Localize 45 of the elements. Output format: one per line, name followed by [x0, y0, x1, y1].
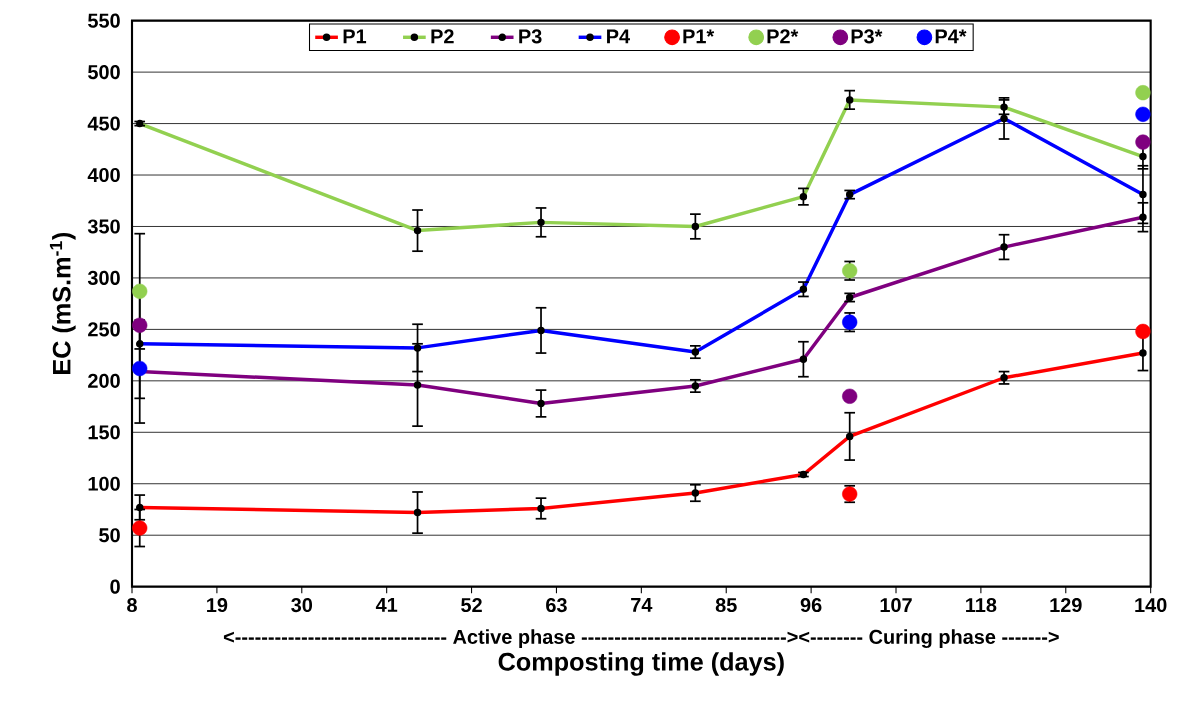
y-tick-label: 200 — [88, 373, 120, 389]
x-tick-label: 118 — [966, 598, 997, 613]
x-tick-label: 8 — [127, 598, 137, 613]
x-tick-label: 63 — [546, 598, 567, 613]
y-tick-label: 350 — [87, 219, 120, 234]
y-tick-label: 50 — [99, 528, 120, 543]
legend-label: P3* — [851, 29, 883, 44]
y-tick-label: 300 — [87, 271, 120, 286]
legend-label: P4 — [607, 29, 630, 44]
point — [1135, 85, 1151, 101]
point — [132, 283, 148, 300]
y-tick-label: 550 — [88, 13, 120, 28]
x-tick-label: 85 — [715, 598, 737, 613]
legend-label: P2* — [767, 29, 799, 44]
y-tick-label: 250 — [88, 322, 120, 337]
y-tick-label: 450 — [87, 116, 120, 131]
x-tick-label: 129 — [1050, 598, 1082, 613]
point — [132, 361, 148, 377]
x-tick-label: 19 — [207, 598, 228, 613]
y-axis-title: EC (mS.m$^{-1}$) — [49, 233, 76, 375]
legend-label: P1 — [343, 29, 367, 44]
x-tick-label: 140 — [1135, 598, 1167, 613]
y-tick-label: 500 — [88, 65, 120, 80]
legend-label: P1* — [683, 29, 715, 44]
x-tick-label: 41 — [375, 598, 398, 612]
x-tick-label: 52 — [461, 598, 482, 613]
legend-label: P2 — [431, 29, 454, 44]
point — [132, 317, 148, 334]
y-tick-label: 150 — [88, 425, 120, 440]
y-tick-label: 100 — [88, 476, 120, 491]
legend-label: P4* — [935, 29, 967, 44]
point — [1135, 324, 1151, 340]
x-tick-label: 96 — [800, 598, 822, 613]
x-tick-label: 30 — [291, 598, 313, 613]
point — [842, 388, 858, 405]
y-tick-label: 0 — [110, 579, 120, 594]
x-axis-title: Composting time (days) — [498, 652, 784, 676]
y-tick-label: 400 — [87, 168, 120, 183]
point — [1135, 106, 1151, 123]
legend-label: P3 — [519, 29, 542, 44]
point — [132, 520, 148, 536]
point — [1135, 134, 1151, 150]
x-tick-label: 74 — [631, 598, 653, 612]
text: <-------------------------------- Active phase -------------------------------><-------- Curing phase -------> — [223, 629, 1059, 649]
x-tick-label: 107 — [880, 598, 912, 613]
